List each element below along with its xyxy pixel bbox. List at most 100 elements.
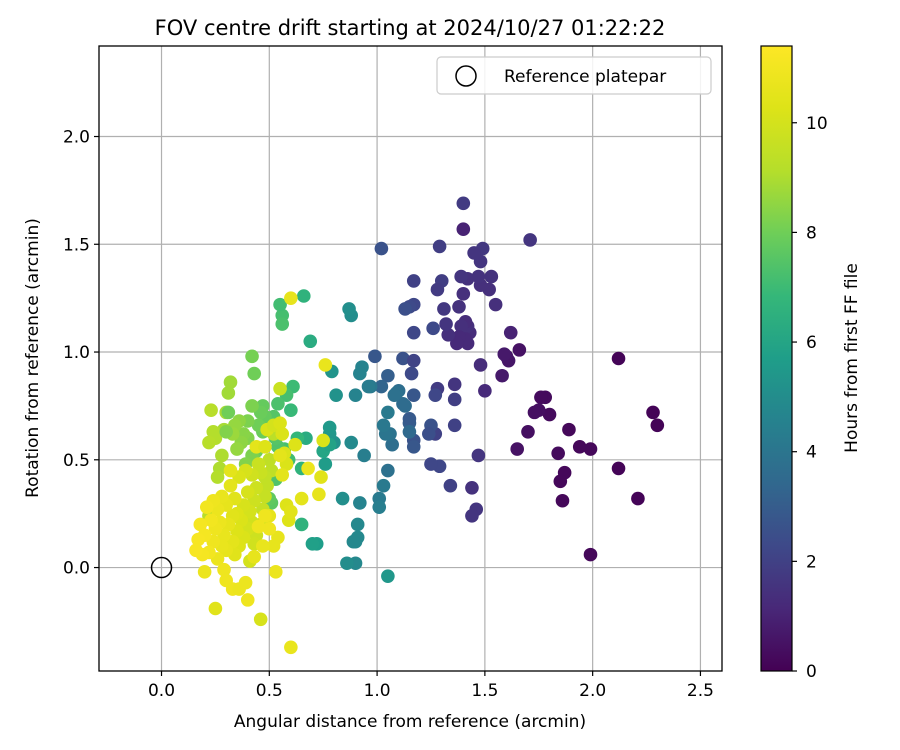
data-point [521, 424, 535, 439]
data-point [439, 317, 453, 331]
data-point [256, 539, 270, 553]
data-point [223, 375, 238, 390]
data-point [245, 399, 259, 413]
data-point [454, 319, 468, 333]
data-point [424, 457, 438, 471]
data-point [275, 468, 290, 482]
data-point [387, 388, 402, 402]
x-tick-label: 0.0 [148, 681, 175, 701]
data-point [447, 392, 462, 407]
x-tick-label: 2.0 [579, 681, 606, 701]
data-point [432, 239, 447, 254]
data-point [406, 325, 421, 340]
data-point [452, 299, 466, 314]
data-point [217, 562, 231, 577]
data-point [381, 569, 395, 583]
data-point [240, 593, 255, 607]
data-point [271, 396, 285, 411]
data-point [284, 504, 298, 519]
data-point [396, 396, 410, 411]
colorbar-ticks: 0 2 4 6 8 10 [792, 114, 828, 682]
data-point [340, 556, 354, 571]
data-point [523, 233, 537, 247]
x-axis-label: Angular distance from reference (arcmin) [234, 712, 586, 732]
data-point [284, 640, 298, 655]
data-point [510, 442, 525, 456]
data-point [294, 517, 309, 532]
data-point [353, 366, 367, 381]
data-point [350, 517, 365, 532]
colorbar-tick-label: 0 [806, 662, 817, 682]
data-point [318, 457, 333, 471]
data-point [208, 601, 223, 616]
data-point [398, 302, 412, 316]
data-point [471, 269, 486, 284]
data-point [402, 424, 417, 439]
data-point [426, 321, 440, 336]
data-point [258, 509, 272, 523]
y-tick-label: 1.0 [63, 343, 90, 363]
data-point [223, 478, 238, 493]
data-point [221, 386, 236, 400]
data-point [465, 481, 479, 495]
data-point [193, 517, 208, 532]
data-point [396, 351, 410, 366]
data-point [268, 565, 283, 579]
data-point [534, 390, 548, 405]
data-point [368, 349, 382, 364]
data-point [273, 297, 287, 312]
data-point [441, 327, 456, 342]
data-point [381, 368, 395, 383]
colorbar-tick-label: 4 [806, 443, 817, 463]
data-point [488, 297, 503, 312]
data-point [503, 325, 518, 340]
reference-platepar-marker [150, 556, 173, 579]
data-point [322, 420, 337, 435]
data-point [456, 222, 471, 236]
x-tick-label: 1.5 [471, 681, 498, 701]
data-point [404, 366, 419, 381]
data-point [284, 291, 298, 305]
data-point [406, 440, 421, 454]
data-point [376, 478, 391, 493]
legend-label-reference: Reference platepar [504, 67, 666, 87]
data-point [430, 282, 445, 297]
x-axis-ticks: 0.0 0.5 1.0 1.5 2.0 2.5 [148, 671, 714, 701]
data-point [473, 358, 488, 372]
legend-box [436, 56, 712, 95]
data-point [348, 388, 363, 402]
data-point [245, 349, 259, 364]
data-point [221, 405, 236, 420]
plot-frame [98, 45, 723, 672]
y-tick-label: 1.5 [63, 235, 90, 255]
colorbar-tick-label: 2 [806, 552, 817, 572]
data-point [385, 437, 399, 452]
y-axis-label: Rotation from reference (arcmin) [23, 218, 43, 498]
data-point [465, 509, 479, 523]
data-point [303, 334, 318, 349]
data-point [275, 317, 290, 331]
data-point [223, 463, 238, 478]
data-point [197, 565, 212, 579]
data-point [199, 500, 214, 515]
data-point [542, 407, 557, 422]
data-point [402, 412, 417, 426]
data-point [484, 269, 499, 284]
data-point [583, 547, 598, 562]
data-point [381, 405, 395, 420]
data-point [262, 521, 277, 536]
data-point [251, 457, 266, 471]
data-point [296, 289, 311, 303]
data-point [294, 491, 309, 506]
data-point [258, 440, 272, 454]
data-point [456, 287, 471, 301]
x-tick-label: 1.0 [364, 681, 391, 701]
data-points [150, 196, 665, 655]
data-point [240, 485, 255, 499]
data-point [357, 448, 371, 463]
data-point [447, 418, 462, 433]
data-point [497, 347, 512, 361]
data-point [219, 424, 233, 439]
data-point [318, 358, 333, 372]
data-point [611, 461, 626, 476]
